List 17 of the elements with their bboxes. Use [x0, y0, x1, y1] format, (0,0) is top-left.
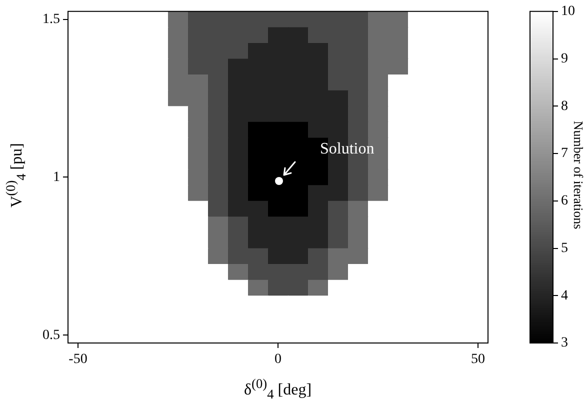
- color-bar-label: 9: [561, 51, 568, 66]
- y-tick-label: 1.5: [42, 12, 60, 27]
- color-bar-label: 4: [561, 288, 568, 304]
- color-bar-label: 8: [561, 98, 568, 114]
- x-tick-label: 50: [471, 352, 485, 368]
- y-tick-label: 1: [53, 170, 60, 185]
- x-axis-title: δ$^{(0)}$$_{4}$ [deg]: [244, 376, 312, 403]
- color-bar-title: Number of iterations: [570, 120, 586, 230]
- annotation: Solution: [320, 140, 374, 158]
- color-bar-label: 7: [561, 146, 568, 162]
- x-tick-label: 0: [274, 352, 282, 368]
- color-bar-label: 6: [561, 194, 568, 209]
- color-bar-label: 10: [561, 4, 575, 20]
- x-tick-label: -50: [68, 352, 88, 368]
- color-bar-label: 5: [561, 240, 568, 256]
- y-tick-label: 0.5: [42, 328, 60, 343]
- color-bar-label: 3: [561, 336, 568, 351]
